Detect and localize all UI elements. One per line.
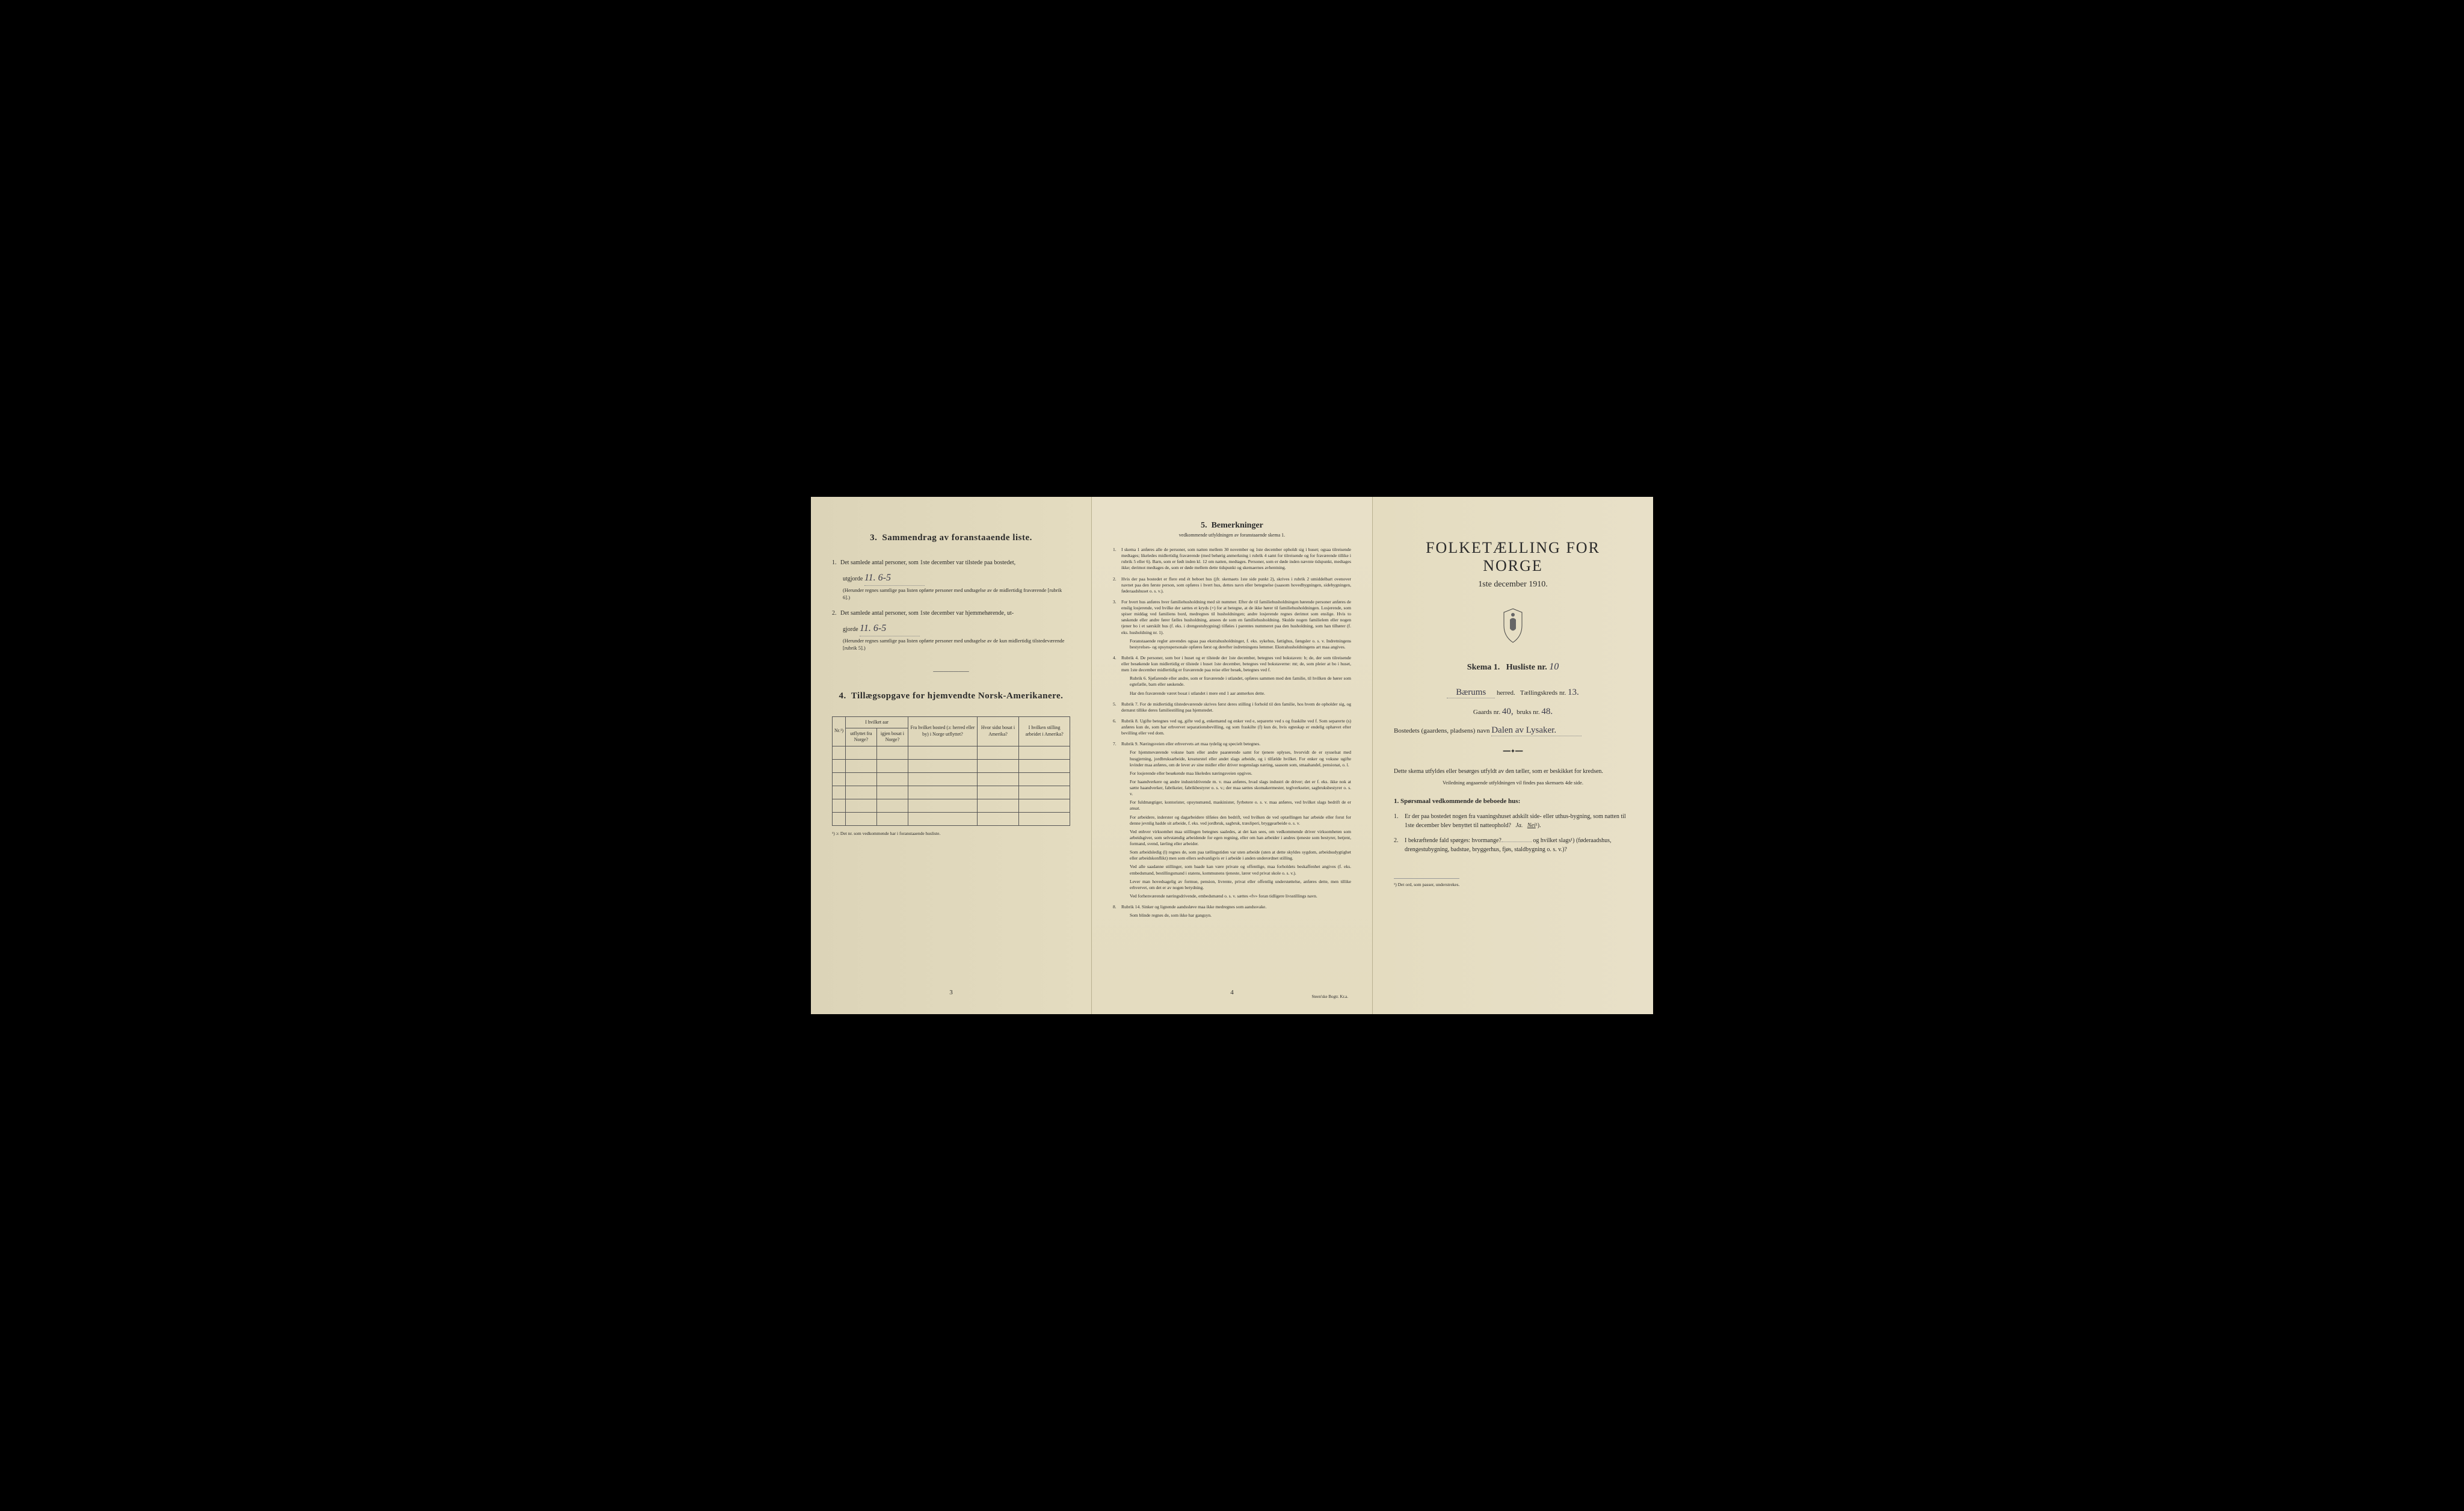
page-number: 4 [1230, 989, 1234, 996]
table-row [833, 772, 1070, 786]
table-row [833, 746, 1070, 759]
herred-value: Bærums [1447, 688, 1495, 698]
tkreds-nr: 13. [1568, 688, 1579, 697]
bemerk-title: 5. Bemerkninger [1113, 521, 1351, 531]
col-stilling: I hvilken stilling arbeidet i Amerika? [1019, 716, 1070, 746]
page-4: 5. Bemerkninger vedkommende utfyldningen… [1092, 497, 1373, 1014]
amerika-tbody [833, 746, 1070, 825]
bemerk-item: 3.For hvert hus anføres hver familiehush… [1113, 599, 1351, 650]
skema-line: Skema 1. Husliste nr. 10 [1394, 662, 1632, 672]
divider: ─────── [832, 667, 1070, 676]
section-3-title: 3.Sammendrag av foranstaaende liste. [832, 533, 1070, 543]
question-title: 1. Spørsmaal vedkommende de beboede hus: [1394, 798, 1632, 805]
bemerk-item: 2.Hvis der paa bostedet er flere end ét … [1113, 576, 1351, 594]
col-sidst: Hvor sidst bosat i Amerika? [977, 716, 1018, 746]
bemerk-item: 1.I skema 1 anføres alle de personer, so… [1113, 547, 1351, 571]
gaards-nr: 40, [1502, 707, 1514, 716]
nei-underlined: Nei [1527, 822, 1536, 829]
gaards-line: Gaards nr. 40, bruks nr. 48. [1394, 707, 1632, 717]
title-page: FOLKETÆLLING FOR NORGE 1ste december 191… [1373, 497, 1653, 1014]
bruks-nr: 48. [1541, 707, 1553, 716]
instruction: Dette skema utfyldes eller besørges utfy… [1394, 767, 1632, 776]
instruction-sub: Veiledning angaaende utfyldningen vil fi… [1394, 780, 1632, 786]
herred-line: Bærums herred. Tællingskreds nr. 13. [1394, 688, 1632, 698]
bemerk-item: 7.Rubrik 9. Næringsveien eller erhvervet… [1113, 741, 1351, 899]
question-2: 2. I bekræftende fald spørges: hvormange… [1394, 836, 1632, 854]
bemerk-item: 8.Rubrik 14. Sinker og lignende aandsslø… [1113, 904, 1351, 919]
footnote: ¹) Det ord, som passer, understrekes. [1394, 878, 1459, 887]
page-3: 3.Sammendrag av foranstaaende liste. 1.D… [811, 497, 1092, 1014]
question-1: 1. Er der paa bostedet nogen fra vaaning… [1394, 812, 1632, 830]
col-bosted: Fra hvilket bosted (ɔ: herred eller by) … [908, 716, 978, 746]
separator: ━━✦━━ [1394, 748, 1632, 755]
col-nr: Nr.¹) [833, 716, 846, 746]
printer-mark: Steen'ske Bogtr. Kr.a. [1311, 994, 1348, 999]
main-title: FOLKETÆLLING FOR NORGE [1394, 539, 1632, 575]
bemerk-item: 4.Rubrik 4. De personer, som bor i huset… [1113, 655, 1351, 697]
table-row [833, 799, 1070, 812]
col-utflyttet: utflyttet fra Norge? [846, 728, 877, 746]
coat-of-arms-icon [1498, 608, 1528, 644]
bemerk-item: 5.Rubrik 7. For de midlertidig tilstedev… [1113, 701, 1351, 713]
document-spread: 3.Sammendrag av foranstaaende liste. 1.D… [811, 497, 1653, 1014]
section-4-title: 4.Tillægsopgave for hjemvendte Norsk-Ame… [832, 691, 1070, 701]
table-row [833, 786, 1070, 799]
hjemme-value: 11. 6-5 [860, 621, 920, 636]
col-aar: I hvilket aar [846, 716, 908, 728]
bosted-line: Bostedets (gaardens, pladsens) navn Dale… [1394, 725, 1632, 736]
item-2: 2.Det samlede antal personer, som 1ste d… [832, 609, 1070, 652]
bemerk-list: 1.I skema 1 anføres alle de personer, so… [1113, 547, 1351, 919]
bemerk-item: 6.Rubrik 8. Ugifte betegnes ved ug, gift… [1113, 718, 1351, 736]
item-1: 1.Det samlede antal personer, som 1ste d… [832, 558, 1070, 602]
main-date: 1ste december 1910. [1394, 580, 1632, 589]
page-number: 3 [949, 989, 953, 996]
bosted-value: Dalen av Lysaker. [1491, 725, 1582, 736]
amerika-table: Nr.¹) I hvilket aar Fra hvilket bosted (… [832, 716, 1070, 826]
table-row [833, 759, 1070, 772]
col-bosat: igjen bosat i Norge? [876, 728, 908, 746]
bemerk-subtitle: vedkommende utfyldningen av foranstaaend… [1113, 532, 1351, 538]
table-footnote: ¹) ɔ: Det nr. som vedkommende har i fora… [832, 831, 1070, 836]
tilstede-value: 11. 6-5 [864, 571, 925, 586]
husliste-nr: 10 [1549, 662, 1559, 672]
table-row [833, 812, 1070, 825]
